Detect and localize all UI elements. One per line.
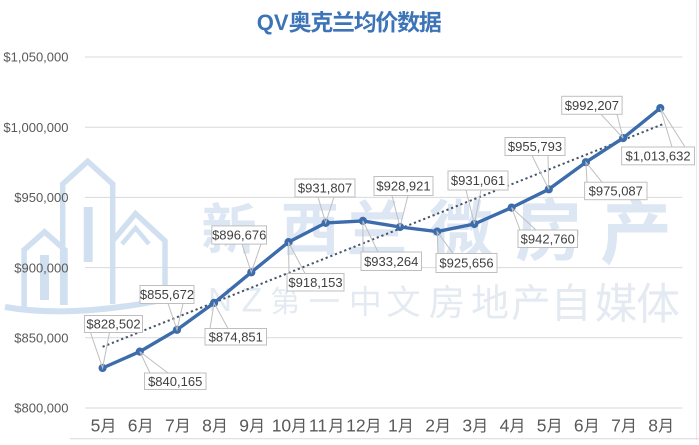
svg-text:$931,061: $931,061 [451,173,505,188]
svg-text:7: 7 [165,415,175,435]
svg-text:$840,165: $840,165 [148,374,202,389]
svg-text:6: 6 [128,415,138,435]
svg-text:$992,207: $992,207 [565,98,619,113]
svg-text:11: 11 [309,415,327,435]
svg-text:$1,013,632: $1,013,632 [626,149,691,164]
svg-text:$850,000: $850,000 [14,331,68,346]
svg-text:Z: Z [242,282,263,320]
svg-text:$1,050,000: $1,050,000 [3,50,68,65]
svg-text:$896,676: $896,676 [212,228,266,243]
svg-text:$950,000: $950,000 [14,190,68,205]
svg-text:7: 7 [611,415,621,435]
svg-text:3: 3 [462,415,472,435]
svg-text:4: 4 [500,415,510,435]
svg-text:$900,000: $900,000 [14,260,68,275]
svg-text:$931,807: $931,807 [298,181,352,196]
svg-text:5: 5 [537,415,547,435]
svg-text:$1,000,000: $1,000,000 [3,120,68,135]
svg-text:12: 12 [346,415,365,435]
svg-text:$855,672: $855,672 [140,287,194,302]
svg-text:5: 5 [91,415,101,435]
svg-text:6: 6 [574,415,584,435]
svg-text:$800,000: $800,000 [14,401,68,416]
svg-text:2: 2 [425,415,435,435]
svg-text:$933,264: $933,264 [364,254,418,269]
svg-text:$925,656: $925,656 [439,256,493,271]
svg-text:QV: QV [257,10,289,35]
svg-text:$955,793: $955,793 [508,139,562,154]
svg-text:$874,851: $874,851 [209,329,263,344]
svg-text:$828,502: $828,502 [86,317,140,332]
svg-text:$942,760: $942,760 [521,231,575,246]
svg-text:10: 10 [272,415,292,435]
svg-text:1: 1 [388,415,398,435]
svg-text:9: 9 [239,415,249,435]
svg-text:$918,153: $918,153 [288,275,342,290]
svg-text:$928,921: $928,921 [376,179,430,194]
svg-text:8: 8 [648,415,658,435]
svg-text:$975,087: $975,087 [589,184,643,199]
svg-text:8: 8 [202,415,212,435]
